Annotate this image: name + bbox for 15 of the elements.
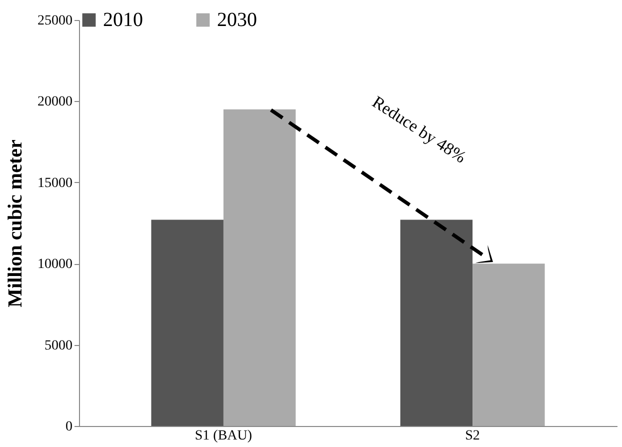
y-axis-title: Million cubic meter bbox=[4, 140, 26, 308]
y-tick-label: 15000 bbox=[38, 176, 72, 191]
y-tick-label: 20000 bbox=[38, 94, 72, 110]
bar bbox=[151, 220, 224, 426]
y-tick-label: 5000 bbox=[44, 338, 72, 354]
legend-label: 2030 bbox=[217, 9, 257, 31]
bar bbox=[223, 109, 296, 426]
x-tick-label: S2 bbox=[465, 428, 480, 444]
y-tick-label: 0 bbox=[66, 420, 72, 434]
x-tick-label: S1 (BAU) bbox=[194, 428, 252, 444]
bar bbox=[472, 264, 545, 426]
legend-label: 2010 bbox=[103, 9, 143, 31]
bar bbox=[400, 220, 473, 426]
y-tick-label: 25000 bbox=[38, 14, 72, 28]
y-tick-label: 10000 bbox=[38, 257, 72, 272]
